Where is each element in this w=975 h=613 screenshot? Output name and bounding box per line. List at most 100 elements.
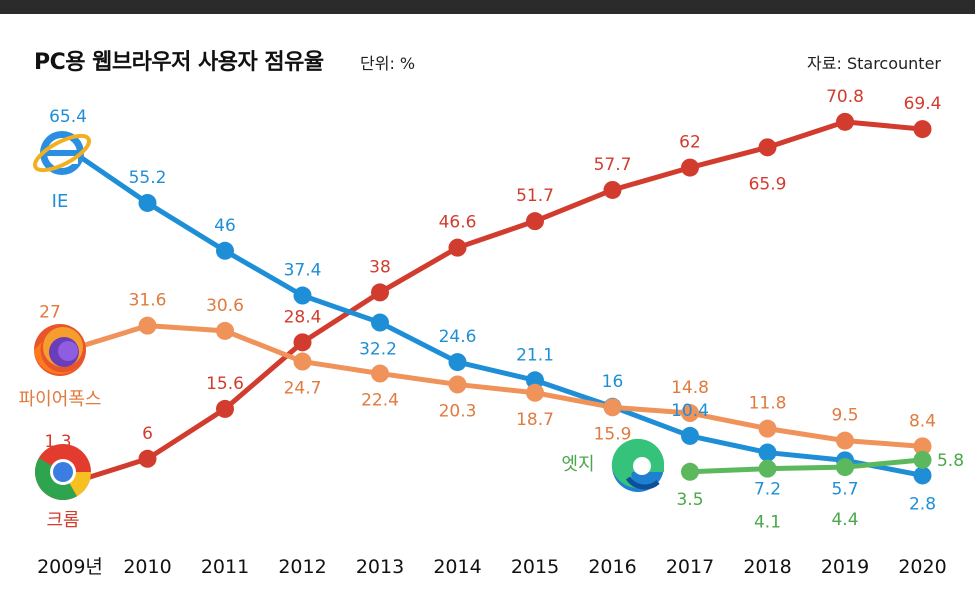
chrome-value-label-2011: 15.6 xyxy=(206,374,244,394)
firefox-point-2014 xyxy=(448,375,467,394)
ie-value-label-2016: 16 xyxy=(602,372,624,392)
x-tick-labels: 2009년 2010 2011 2012 2013 2014 2015 2016 2017 201… xyxy=(37,556,947,578)
chrome-point-2017 xyxy=(681,158,699,177)
firefox-value-label-2014: 20.3 xyxy=(439,401,477,421)
firefox-point-2018 xyxy=(758,419,777,438)
ie-value-label-2012: 37.4 xyxy=(284,261,322,281)
ie-value-label-2019: 5.7 xyxy=(831,479,858,499)
chart-title: PC용 웹브라우저 사용자 점유율 xyxy=(34,50,324,75)
chrome-point-2012 xyxy=(293,333,312,352)
x-tick-label-2020: 2020 xyxy=(898,556,946,578)
edge-point-2017 xyxy=(681,462,699,481)
chrome-point-2018 xyxy=(758,138,777,157)
firefox-point-2012 xyxy=(293,352,312,371)
edge-name-label: 엣지 xyxy=(561,454,594,475)
firefox-point-2020 xyxy=(913,437,932,456)
ie-value-label-2018: 7.2 xyxy=(754,480,781,500)
firefox-value-label-2018: 11.8 xyxy=(749,394,787,414)
firefox-point-2015 xyxy=(526,383,544,402)
firefox-point-2017 xyxy=(681,404,699,423)
ie-value-label-2014: 24.6 xyxy=(439,327,477,347)
firefox-value-label-2010: 31.6 xyxy=(129,291,167,311)
edge-series-line xyxy=(689,457,923,475)
edge-point-2020 xyxy=(913,450,932,469)
chrome-logo xyxy=(35,444,91,500)
ie-point-2020 xyxy=(913,466,932,485)
firefox-value-label-2017: 14.8 xyxy=(671,378,709,398)
ie-value-label-2010: 55.2 xyxy=(129,168,167,188)
x-tick-label-2016: 2016 xyxy=(588,556,636,578)
ie-point-2010 xyxy=(138,193,157,212)
chrome-series-line xyxy=(69,119,923,486)
x-tick-label-2012: 2012 xyxy=(278,556,326,578)
chrome-point-2019 xyxy=(836,112,854,131)
firefox-series-line xyxy=(69,323,923,449)
ie-value-label-2020: 2.8 xyxy=(909,494,936,514)
chrome-point-2011 xyxy=(216,399,234,418)
chrome-value-label-2020: 69.4 xyxy=(904,94,942,114)
firefox-point-2019 xyxy=(836,431,854,450)
chrome-value-label-2014: 46.6 xyxy=(439,213,477,233)
x-tick-label-2011: 2011 xyxy=(201,556,249,578)
x-tick-label-2013: 2013 xyxy=(356,556,404,578)
chrome-value-label-2010: 6 xyxy=(142,424,153,444)
firefox-name-label: 파이어폭스 xyxy=(19,389,102,410)
chrome-value-label-2018: 65.9 xyxy=(749,174,787,194)
chrome-point-2013 xyxy=(371,283,389,302)
x-tick-label-2015: 2015 xyxy=(511,556,559,578)
ie-name-label: IE xyxy=(52,191,69,212)
firefox-point-2010 xyxy=(138,316,157,335)
firefox-value-label-2011: 30.6 xyxy=(206,296,244,316)
x-tick-label-2009년: 2009년 xyxy=(37,556,103,578)
top-bar xyxy=(0,0,975,14)
edge-logo xyxy=(611,438,664,492)
edge-value-label-2019: 4.4 xyxy=(831,510,858,530)
chrome-value-label-2016: 57.7 xyxy=(594,155,632,175)
firefox-value-label-2015: 18.7 xyxy=(516,410,554,430)
chrome-point-2010 xyxy=(138,449,157,468)
internet-explorer-logo xyxy=(33,131,91,175)
chrome-value-label-2019: 70.8 xyxy=(826,87,864,107)
x-tick-label-2017: 2017 xyxy=(666,556,714,578)
ie-point-2013 xyxy=(371,313,389,332)
ie-series-line xyxy=(68,147,923,478)
source-label: 자료: Starcounter xyxy=(807,54,941,73)
ie-value-label-2009년: 65.4 xyxy=(49,107,87,127)
chrome-point-2020 xyxy=(913,120,932,139)
series-lines xyxy=(68,119,923,486)
firefox-logo xyxy=(34,324,86,376)
edge-value-label-2018: 4.1 xyxy=(754,513,781,533)
firefox-value-label-2019: 9.5 xyxy=(831,406,858,426)
chrome-value-label-2017: 62 xyxy=(679,133,701,153)
edge-value-label-2017: 3.5 xyxy=(676,490,703,510)
chrome-point-2015 xyxy=(526,212,544,231)
unit-label: 단위: % xyxy=(360,54,416,73)
chrome-value-label-2013: 38 xyxy=(369,257,391,277)
firefox-value-label-2020: 8.4 xyxy=(909,411,936,431)
ie-point-2015 xyxy=(526,371,544,390)
x-tick-label-2019: 2019 xyxy=(821,556,869,578)
ie-point-2014 xyxy=(448,353,467,372)
firefox-point-2016 xyxy=(603,398,622,417)
ie-point-2018 xyxy=(758,443,777,462)
ie-value-label-2017: 10.4 xyxy=(671,401,709,421)
ie-point-2012 xyxy=(293,286,312,305)
chrome-point-2014 xyxy=(448,238,467,257)
x-tick-label-2018: 2018 xyxy=(743,556,791,578)
chrome-value-label-2012: 28.4 xyxy=(284,307,322,327)
firefox-value-label-2009년: 27 xyxy=(39,303,61,323)
firefox-point-2011 xyxy=(216,321,234,340)
firefox-value-label-2016: 15.9 xyxy=(594,424,632,444)
ie-value-label-2011: 46 xyxy=(214,216,236,236)
edge-point-2019 xyxy=(836,458,854,477)
ie-point-2011 xyxy=(216,241,234,260)
firefox-value-label-2013: 22.4 xyxy=(361,391,399,411)
x-tick-label-2010: 2010 xyxy=(123,556,171,578)
firefox-value-label-2012: 24.7 xyxy=(284,379,322,399)
edge-point-2018 xyxy=(758,459,777,478)
chrome-point-2016 xyxy=(603,180,622,199)
ie-value-label-2013: 32.2 xyxy=(359,340,397,360)
ie-point-2017 xyxy=(681,426,699,445)
